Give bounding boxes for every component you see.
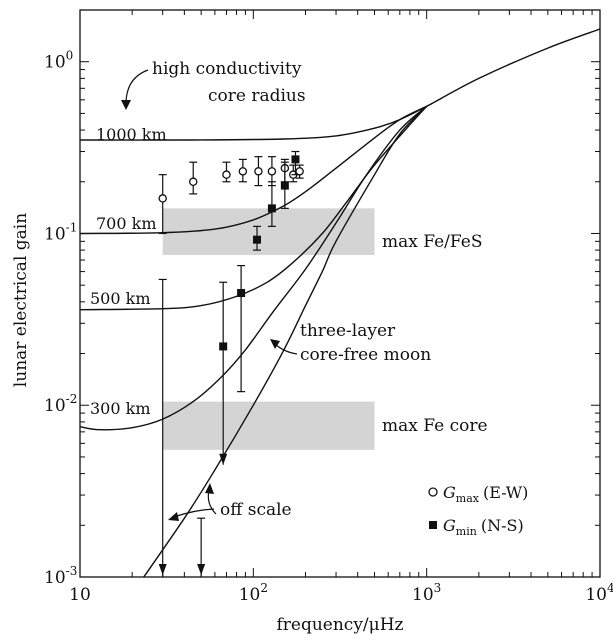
annotation-core-arrow [125, 69, 149, 105]
legend-gmin-marker [429, 521, 437, 529]
y-axis-label: lunar electrical gain [11, 213, 31, 387]
band-1 [162, 401, 375, 450]
curve-label-700km: 700 km [96, 214, 157, 233]
ticks-layer: 10 102 103 104 10-3 10-2 10-1 100 [44, 9, 613, 605]
gmax-point-8 [295, 167, 304, 176]
x-tick-label-2: 103 [412, 581, 441, 605]
gmax-point-5 [267, 167, 277, 176]
band-label-fe-fes: max Fe/FeS [382, 232, 482, 252]
curve-0 [80, 28, 600, 141]
annotation-three-layer-arrowhead [270, 339, 280, 349]
curve-label-1000km: 1000 km [96, 125, 167, 144]
annotation-off-scale: off scale [220, 500, 292, 520]
curve-label-500km: 500 km [90, 289, 151, 308]
legend-gmin-label: Gmin (N-S) [443, 516, 524, 538]
annotation-off-scale-arrowhead-2 [205, 483, 214, 494]
gmax-point-1 [188, 177, 198, 187]
bands-layer [162, 208, 375, 450]
gmax-point-3 [238, 167, 248, 176]
gmin-point-0 [219, 342, 228, 351]
x-tick-label-0: 10 [69, 585, 91, 605]
curve-3 [80, 105, 428, 431]
band-label-fe-core: max Fe core [382, 416, 488, 436]
gmax-point-4 [254, 167, 263, 176]
legend-gmax-label: Gmax (E-W) [443, 483, 528, 505]
points-layer [158, 150, 304, 577]
gmin-point-4 [280, 181, 289, 190]
x-tick-label-3: 104 [585, 581, 613, 605]
legend: Gmax (E-W) Gmin (N-S) [428, 483, 528, 538]
gmax-offscale-arrow-10 [197, 564, 206, 575]
gmax-point-0 [158, 194, 167, 203]
gmin-point-1 [237, 289, 246, 298]
gmin-point-3 [267, 204, 276, 213]
gmin-point-2 [253, 235, 262, 244]
annotation-off-scale-arrowhead-1 [168, 512, 179, 521]
plot-frame [79, 9, 601, 578]
curve-2 [80, 105, 428, 311]
gmax-offscale-arrow-9 [158, 564, 167, 575]
annotation-core-arrowhead [121, 100, 131, 110]
curve-label-300km: 300 km [90, 399, 151, 418]
curves-layer [80, 28, 600, 577]
x-axis-label: frequency/μHz [276, 615, 403, 635]
band-0 [162, 208, 375, 255]
gmax-point-2 [222, 170, 231, 179]
annotation-three-layer-line2: core-free moon [300, 345, 431, 365]
annotation-three-layer-line1: three-layer [300, 321, 396, 341]
curve-4 [142, 105, 428, 577]
annotation-core-line1: high conductivity [152, 59, 302, 79]
gmin-point-5 [291, 155, 300, 164]
annotation-off-scale-arrow-1 [173, 508, 215, 518]
y-tick-label-0: 10-3 [44, 564, 77, 588]
curve-1 [80, 105, 428, 235]
y-tick-label-3: 100 [44, 49, 73, 73]
legend-gmax-marker [428, 487, 438, 497]
gmin-arrow-0 [219, 453, 228, 465]
y-tick-label-2: 10-1 [44, 220, 77, 244]
x-tick-label-1: 102 [239, 581, 268, 605]
annotation-core-line2: core radius [208, 86, 306, 106]
y-tick-label-1: 10-2 [44, 392, 77, 416]
